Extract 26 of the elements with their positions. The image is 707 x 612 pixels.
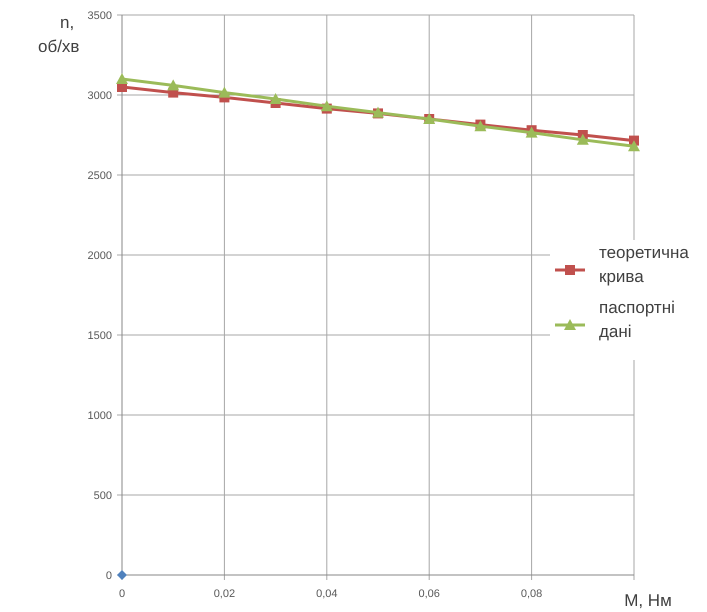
y-tick-label: 1500 [88, 330, 112, 342]
y-tick-label: 500 [94, 490, 112, 502]
point [117, 570, 127, 580]
x-tick-label: 0,06 [418, 588, 440, 600]
y-tick-label: 0 [106, 570, 112, 582]
y-tick-label: 1000 [88, 410, 112, 422]
y-axis-title: n, об/хв [38, 13, 80, 56]
x-axis-title: M, Нм [624, 591, 672, 610]
legend-label: паспортні дані [599, 298, 675, 341]
y-tick-label: 2500 [88, 170, 112, 182]
x-tick-label: 0,08 [520, 588, 542, 600]
point [526, 126, 538, 138]
point [576, 134, 589, 145]
point [270, 93, 282, 104]
point [628, 140, 640, 152]
x-tick-label: 0 [118, 588, 126, 600]
y-tick-label: 3500 [88, 10, 112, 22]
x-tick-label: 0,04 [316, 588, 338, 600]
y-tick-label: 2000 [88, 250, 112, 262]
y-tick-label: 3000 [88, 90, 112, 102]
point [116, 73, 128, 84]
x-tick-label: 0,02 [214, 588, 236, 600]
point [167, 79, 180, 90]
point [320, 100, 333, 112]
point [218, 86, 230, 98]
legend-label: теоретична крива [599, 243, 690, 286]
